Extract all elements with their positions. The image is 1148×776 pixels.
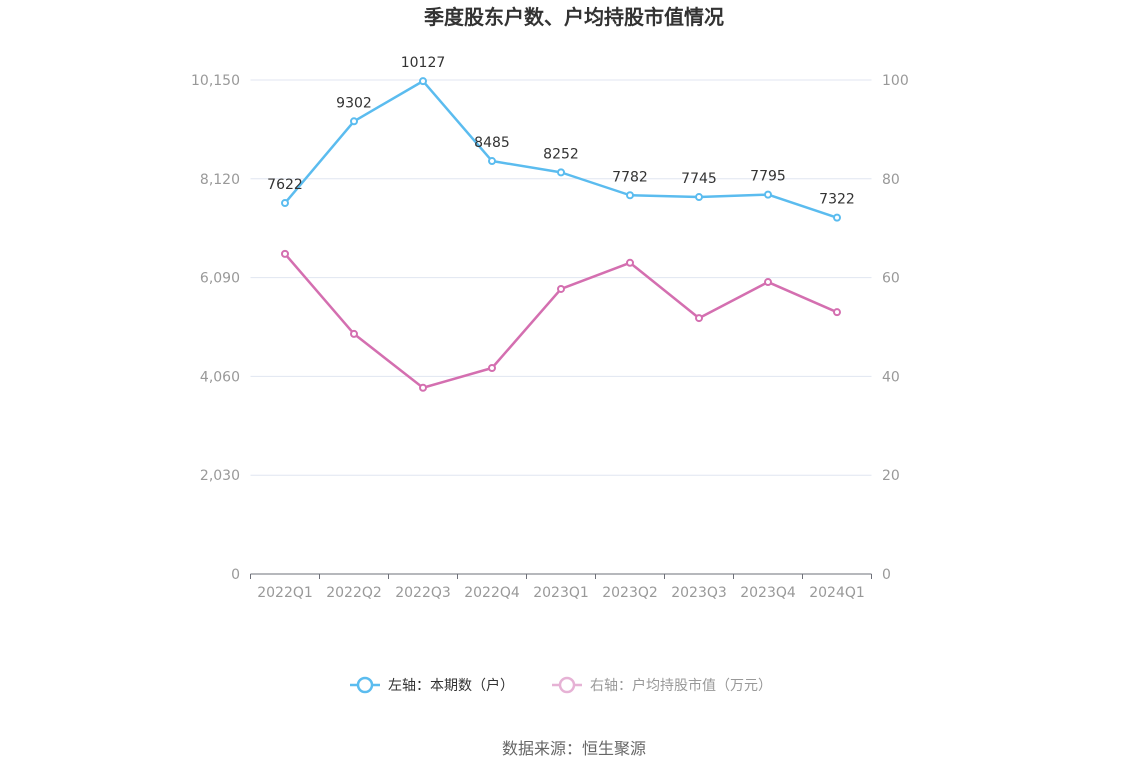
left-tick-label: 2,030: [200, 468, 240, 484]
data-label: 7322: [819, 192, 855, 208]
data-point: [626, 258, 634, 267]
legend[interactable]: 左轴：本期数（户） 右轴：户均持股市值（万元）: [350, 676, 772, 694]
data-point: [419, 77, 427, 86]
data-label: 7622: [267, 177, 303, 193]
legend-label-1: 左轴：本期数（户）: [388, 677, 514, 694]
x-tick-label: 2022Q4: [464, 585, 520, 601]
x-tick-label: 2023Q3: [671, 585, 727, 601]
legend-marker-2: [558, 676, 576, 694]
data-point: [764, 278, 772, 287]
right-tick-label: 60: [882, 271, 900, 287]
data-point: [695, 193, 703, 202]
data-point: [488, 364, 496, 373]
data-label: 8252: [543, 146, 579, 162]
data-point: [488, 157, 496, 166]
left-tick-label: 10,150: [191, 73, 240, 89]
right-tick-label: 20: [882, 468, 900, 484]
data-point: [626, 191, 634, 200]
x-tick-label: 2022Q3: [395, 585, 451, 601]
right-tick-label: 40: [882, 369, 900, 385]
chart-title: 季度股东户数、户均持股市值情况: [423, 5, 724, 29]
data-point: [833, 308, 841, 317]
legend-label-2: 右轴：户均持股市值（万元）: [590, 677, 772, 694]
x-tick-label: 2022Q2: [326, 585, 382, 601]
x-tick-label: 2022Q1: [257, 585, 313, 601]
data-point: [281, 199, 289, 208]
x-tick-label: 2023Q1: [533, 585, 589, 601]
left-tick-label: 4,060: [200, 369, 240, 385]
series-layer: 7622 9302 10127 8485 8252 7782 7745 7795 7322: [267, 55, 855, 392]
data-label: 7745: [681, 171, 717, 187]
data-point: [350, 329, 358, 338]
x-tick-label: 2023Q4: [740, 585, 796, 601]
right-tick-label: 100: [882, 73, 909, 89]
data-label: 8485: [474, 135, 510, 151]
data-point: [350, 117, 358, 126]
right-tick-label: 0: [882, 567, 891, 583]
data-point: [419, 383, 427, 392]
left-tick-label: 6,090: [200, 271, 240, 287]
legend-marker-1: [356, 676, 374, 694]
data-point: [281, 249, 289, 258]
left-tick-label: 8,120: [200, 172, 240, 188]
left-tick-label: 0: [231, 567, 240, 583]
x-tick-label: 2023Q2: [602, 585, 658, 601]
axes: 0 0 2,030 20 4,060 40 6,090 60 8,120 80 10,150 100 2…: [191, 73, 909, 601]
data-point: [557, 168, 565, 177]
grid-lines: [250, 79, 872, 476]
data-point: [695, 314, 703, 323]
source-note: 数据来源：恒生聚源: [502, 739, 646, 758]
data-point: [764, 190, 772, 199]
data-point: [557, 284, 565, 293]
data-label: 7795: [750, 169, 786, 185]
data-point: [833, 213, 841, 222]
data-label: 9302: [336, 95, 372, 111]
series-line-2: [284, 253, 838, 390]
data-label: 7782: [612, 169, 648, 185]
right-tick-label: 80: [882, 172, 900, 188]
data-label: 10127: [401, 55, 446, 71]
x-tick-label: 2024Q1: [809, 585, 865, 601]
